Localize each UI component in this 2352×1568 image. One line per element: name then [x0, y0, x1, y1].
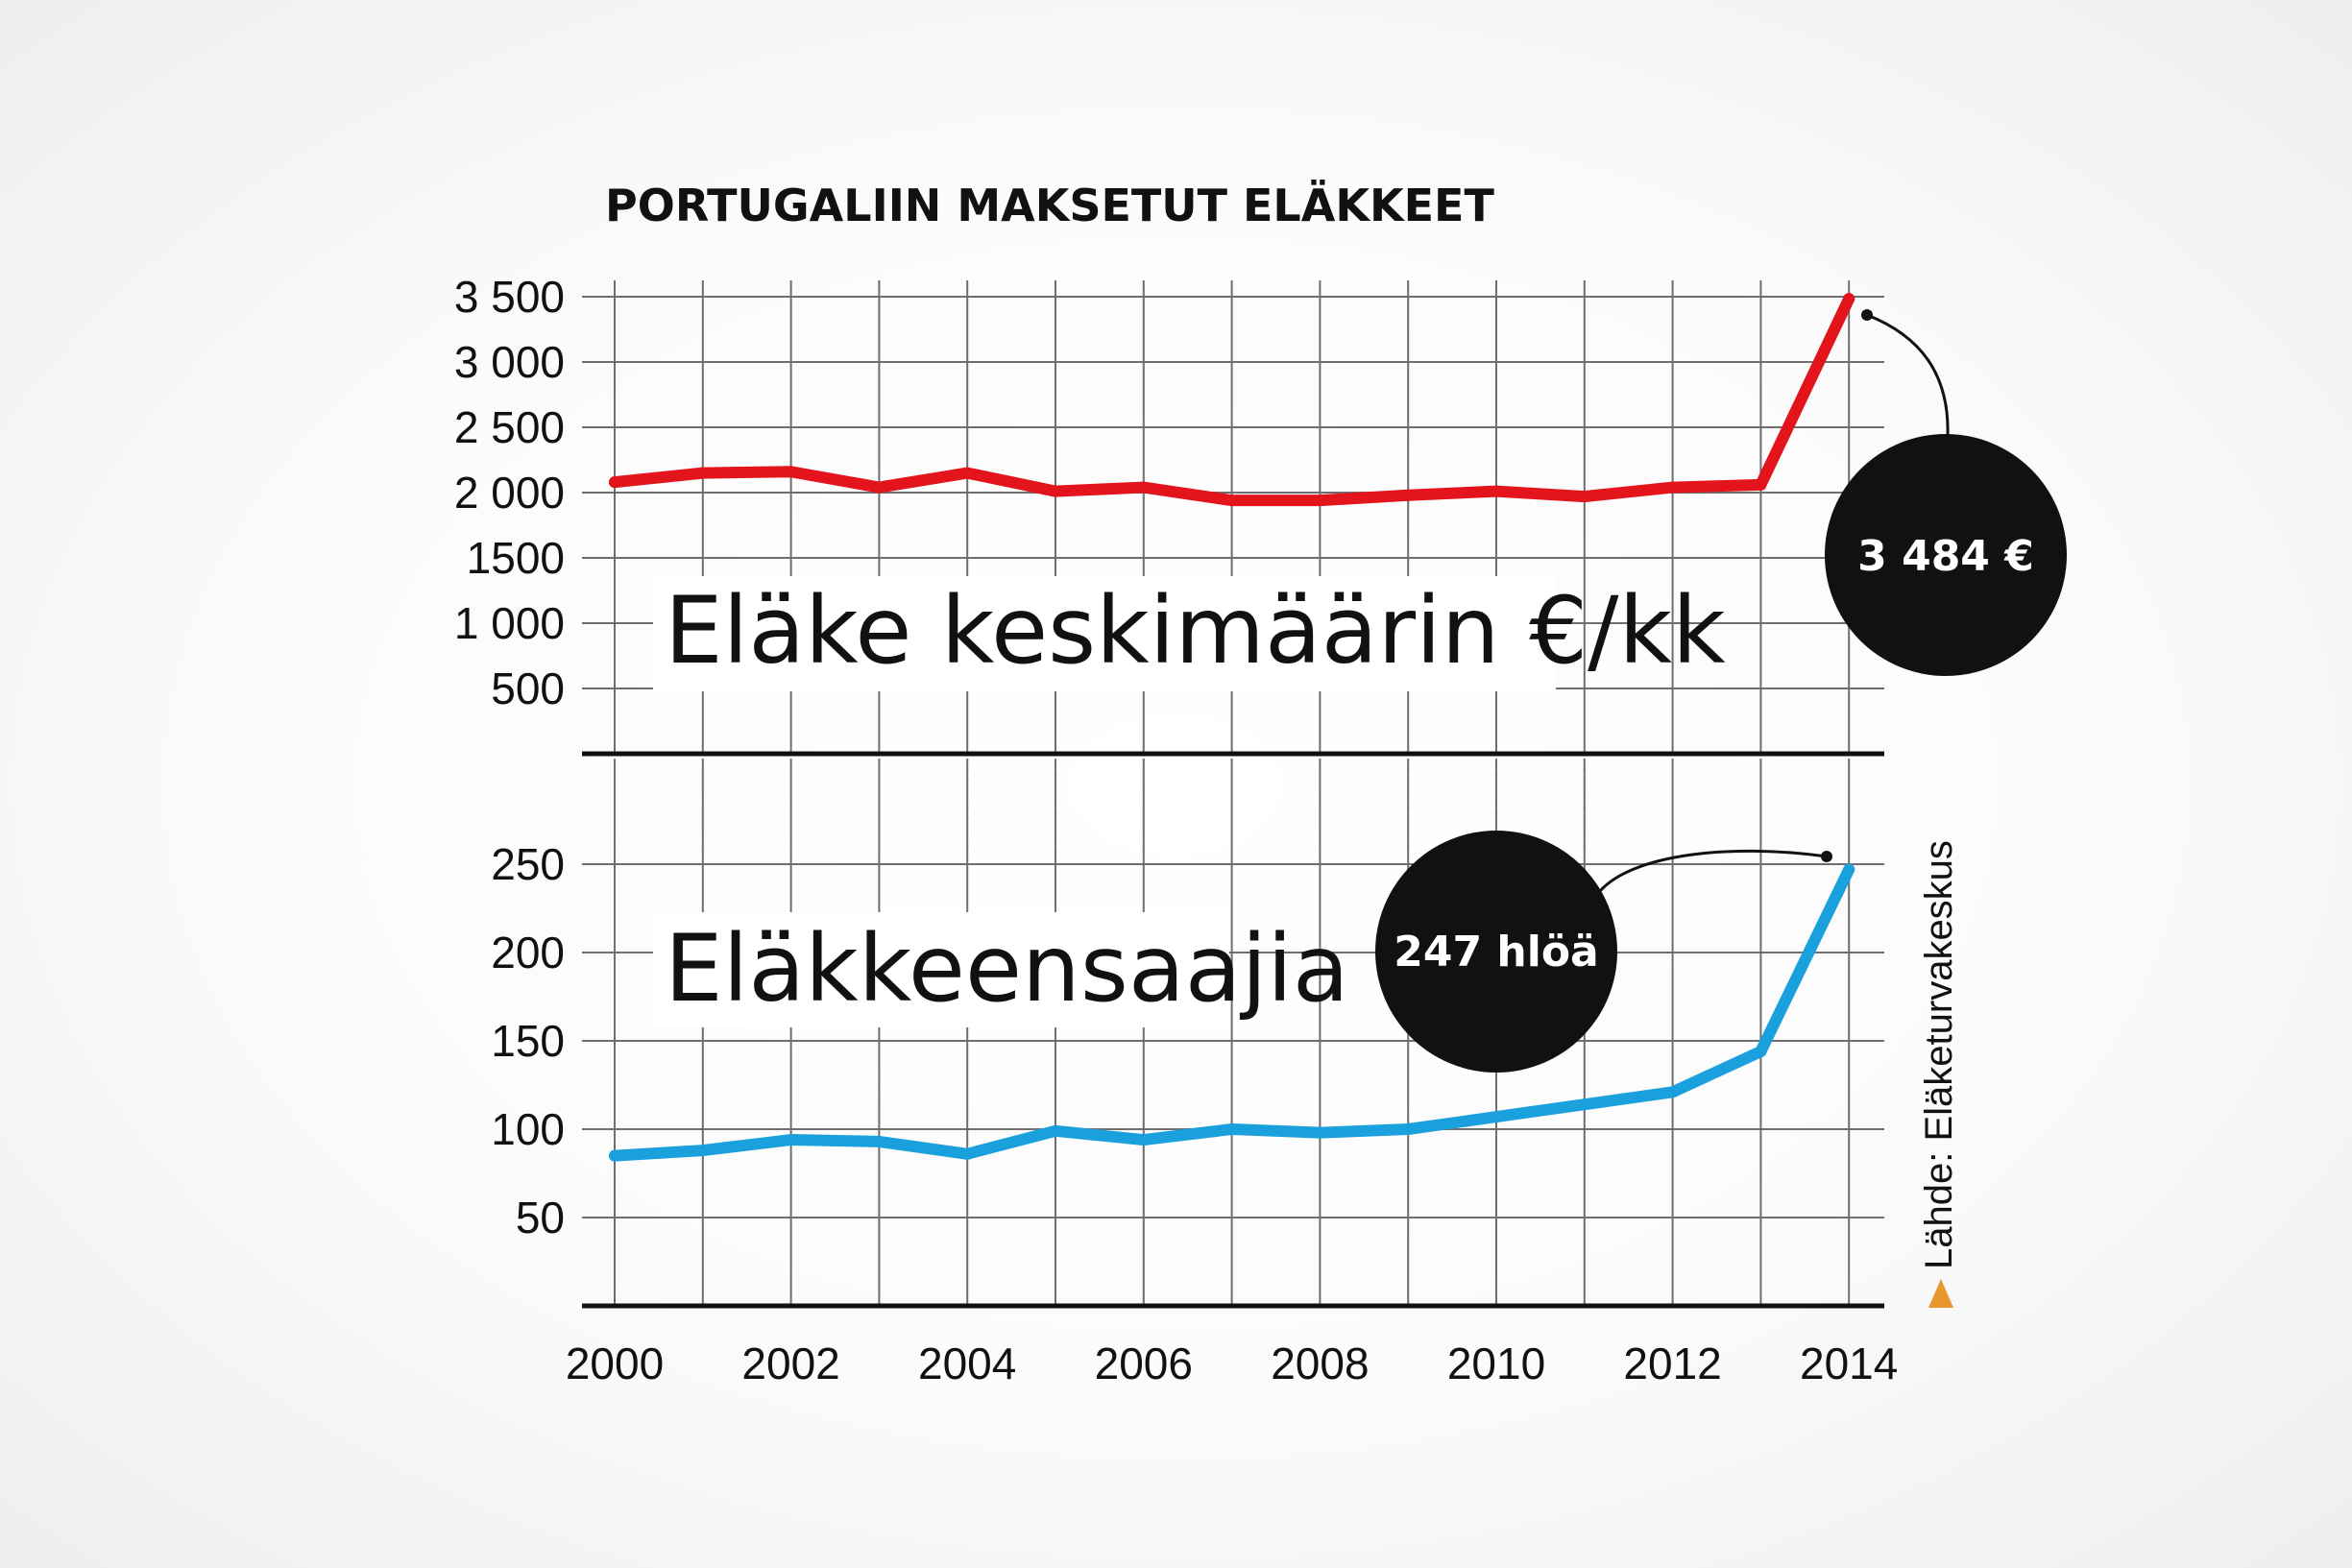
y-tick-label: 500: [491, 663, 565, 713]
data-point-pension: [1491, 485, 1502, 497]
y-tick-label: 250: [491, 839, 565, 889]
source-arrow-icon: [1928, 1279, 1953, 1308]
y-tick-label: 3 000: [454, 337, 565, 387]
data-point-pension: [1137, 481, 1150, 494]
panel-label-background: [653, 576, 1556, 691]
data-point-pension: [1225, 495, 1238, 507]
callout-dot-recipients: [1821, 851, 1832, 862]
y-tick-label: 100: [491, 1104, 565, 1154]
data-point-recipients: [1843, 863, 1855, 876]
callout-dot-pension: [1861, 309, 1873, 321]
y-tick-label: 50: [516, 1193, 565, 1242]
data-point-recipients: [1050, 1124, 1061, 1137]
callout-label-pension: 3 484 €: [1857, 532, 2034, 581]
data-point-pension: [1843, 293, 1855, 305]
data-point-pension: [1402, 489, 1415, 501]
data-point-pension: [1578, 491, 1590, 503]
y-tick-label: 3 500: [454, 272, 565, 322]
data-point-recipients: [1755, 1046, 1767, 1058]
y-tick-label: 1500: [467, 533, 565, 583]
data-point-pension: [696, 467, 709, 479]
data-point-pension: [1755, 478, 1767, 491]
data-point-pension: [785, 466, 797, 478]
x-tick-label: 2002: [741, 1339, 839, 1388]
data-point-pension: [609, 476, 620, 489]
data-point-recipients: [1578, 1098, 1590, 1111]
callout-bubble-pension: [1825, 434, 2067, 676]
data-point-recipients: [961, 1147, 974, 1160]
y-tick-label: 150: [491, 1016, 565, 1066]
data-point-recipients: [696, 1145, 709, 1157]
x-tick-label: 2000: [566, 1339, 664, 1388]
data-point-recipients: [785, 1134, 797, 1146]
data-point-pension: [873, 481, 885, 494]
data-point-recipients: [1314, 1126, 1326, 1139]
x-tick-label: 2014: [1800, 1339, 1898, 1388]
panel-label-pension: Eläke keskimäärin €/kk: [665, 577, 1726, 685]
source-text: Lähde: Eläketurvakeskus: [1918, 840, 1960, 1269]
panel-label-background: [653, 912, 1229, 1027]
panel-label-recipients: Eläkkeensaajia: [665, 915, 1349, 1023]
x-tick-label: 2004: [918, 1339, 1016, 1388]
data-point-recipients: [1137, 1134, 1150, 1146]
callouts: 3 484 € 247 hlöä: [1375, 309, 2067, 1073]
data-point-recipients: [1402, 1123, 1415, 1135]
data-point-recipients: [1491, 1111, 1502, 1123]
callout-leader-pension: [1866, 313, 1950, 437]
data-point-recipients: [1225, 1123, 1238, 1135]
data-point-pension: [1050, 485, 1061, 497]
x-tick-label: 2012: [1623, 1339, 1721, 1388]
y-tick-label: 2 500: [454, 402, 565, 452]
x-tick-label: 2008: [1271, 1339, 1369, 1388]
x-tick-label: 2010: [1447, 1339, 1545, 1388]
x-tick-label: 2006: [1095, 1339, 1193, 1388]
y-tick-label: 200: [491, 928, 565, 977]
chart-title: PORTUGALIIN MAKSETUT ELÄKKEET: [605, 180, 1494, 231]
data-point-recipients: [1666, 1086, 1679, 1098]
data-point-recipients: [609, 1149, 620, 1162]
y-tick-label: 1 000: [454, 598, 565, 648]
callout-label-recipients: 247 hlöä: [1394, 928, 1599, 977]
axes: 500 1 000 1500 2 000 2 500 3 000 3 500 50 100 150…: [454, 272, 1898, 1388]
callout-leader-recipients: [1598, 849, 1828, 893]
data-point-pension: [1314, 495, 1326, 507]
data-point-recipients: [873, 1135, 885, 1147]
data-point-pension: [1666, 481, 1679, 494]
y-tick-label: 2 000: [454, 468, 565, 518]
data-point-pension: [961, 467, 974, 479]
callout-bubble-recipients: [1375, 831, 1617, 1073]
series: [609, 293, 1855, 1162]
source-note: Lähde: Eläketurvakeskus: [1918, 840, 1960, 1308]
grid: [582, 280, 1884, 1306]
